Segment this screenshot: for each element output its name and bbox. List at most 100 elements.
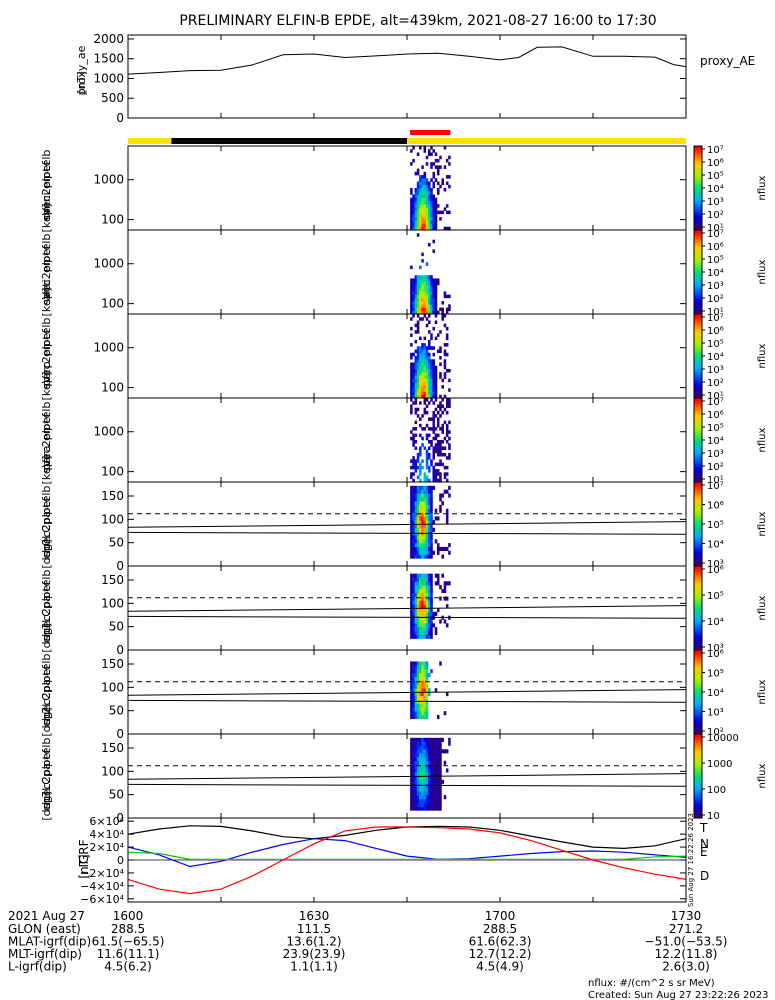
heatmap-cell [443,394,447,399]
heatmap-cell [414,469,418,473]
heatmap-cell [412,436,415,441]
heatmap-cell [441,404,444,408]
heatmap-cell [439,596,442,601]
heatmap-cell [443,407,447,412]
colorbar-cell [694,635,702,638]
ephem-value: 12.2(11.8) [655,947,718,961]
heatmap-cell [416,220,420,224]
heatmap-cell [448,420,451,425]
heatmap-cell [414,188,418,192]
heatmap-cell [430,550,433,555]
heatmap-cell [430,226,433,231]
ylabel-line: pa [40,679,53,693]
colorbar-cell [694,311,702,315]
heatmap-cell [439,661,442,666]
series-label-D: D [700,869,709,883]
heatmap-cell [432,210,436,215]
heatmap-cell [421,349,424,354]
colorbar-cell [694,364,702,367]
heatmap-cell [416,524,420,529]
heatmap-cell [416,707,420,712]
colorbar-cell [694,332,702,336]
loss-cone-line [127,689,687,696]
heatmap-cell [419,508,422,513]
colorbar-cell [694,719,702,722]
heatmap-cell [421,806,424,811]
heatmap-cell [434,478,438,483]
heatmap-cell [410,772,413,777]
heatmap-cell [412,695,415,700]
heatmap-cell [410,795,413,800]
colorbar-cell [694,217,702,220]
colorbar-cell [694,475,702,479]
heatmap-cell [434,294,438,299]
colorbar-cell [694,148,702,151]
colorbar-cell [694,591,702,594]
heatmap-cell [416,588,420,594]
heatmap-cell [423,764,427,769]
heatmap-cell [439,349,442,354]
colorbar-cell [694,412,702,416]
heatmap-cell [410,210,413,215]
heatmap-cell [425,317,429,321]
heatmap-cell [410,527,413,532]
colorbar-cell [694,605,702,609]
heatmap-cell [425,398,429,402]
heatmap-cell [419,665,422,670]
heatmap-cell [428,307,431,312]
heatmap-cell [412,497,415,502]
ephem-value: 4.5(6.2) [104,960,152,974]
heatmap-cell [423,776,427,781]
heatmap-cell [410,365,413,370]
heatmap-cell [421,385,424,389]
heatmap-cell [441,427,444,431]
heatmap-cell [419,512,422,517]
heatmap-cell [425,388,429,392]
heatmap-cell [428,768,431,773]
heatmap-cell [414,711,418,716]
colorbar-cell [694,261,702,265]
heatmap-cell [416,764,420,769]
colorbar-cell [694,288,702,292]
heatmap-cell [416,278,420,282]
heatmap-cell [414,695,418,700]
heatmap-cell [423,714,427,720]
colorbar-tick-label: 10³ [707,449,724,460]
colorbar-cell [694,419,702,422]
heatmap-cell [412,508,415,513]
colorbar-cell [694,465,702,468]
heatmap-cell [416,760,420,765]
heatmap-cell [448,550,451,555]
heatmap-cell [425,749,429,754]
heatmap-cell [416,753,420,758]
colorbar-cell [694,295,702,298]
heatmap-cell [416,527,420,532]
heatmap-cell [434,764,438,769]
heatmap-cell [428,581,431,586]
heatmap-cell [412,489,415,494]
heatmap-cell [410,436,413,441]
heatmap-cell [434,284,438,289]
heatmap-cell [436,191,440,195]
colorbar-cell [694,175,702,178]
heatmap-cell [430,779,433,784]
colorbar-cell [694,383,702,386]
heatmap-cell [430,288,433,292]
heatmap-cell [412,596,415,601]
heatmap-cell [414,307,418,312]
heatmap-cell [445,210,449,215]
heatmap-cell [421,304,424,308]
loss-cone-line [127,783,687,787]
colorbar-tick-label: 10² [707,294,724,305]
heatmap-cell [416,577,420,582]
heatmap-cell [410,592,413,597]
colorbar-cell [694,204,702,208]
heatmap-cell [432,301,436,305]
colorbar-cell [694,389,702,393]
heatmap-cell [448,401,451,405]
ephem-value: 2.6(3.0) [662,960,710,974]
heatmap-cell [419,365,422,370]
heatmap-cell [434,320,438,324]
heatmap-cell [425,497,429,502]
heatmap-cell [421,356,424,360]
